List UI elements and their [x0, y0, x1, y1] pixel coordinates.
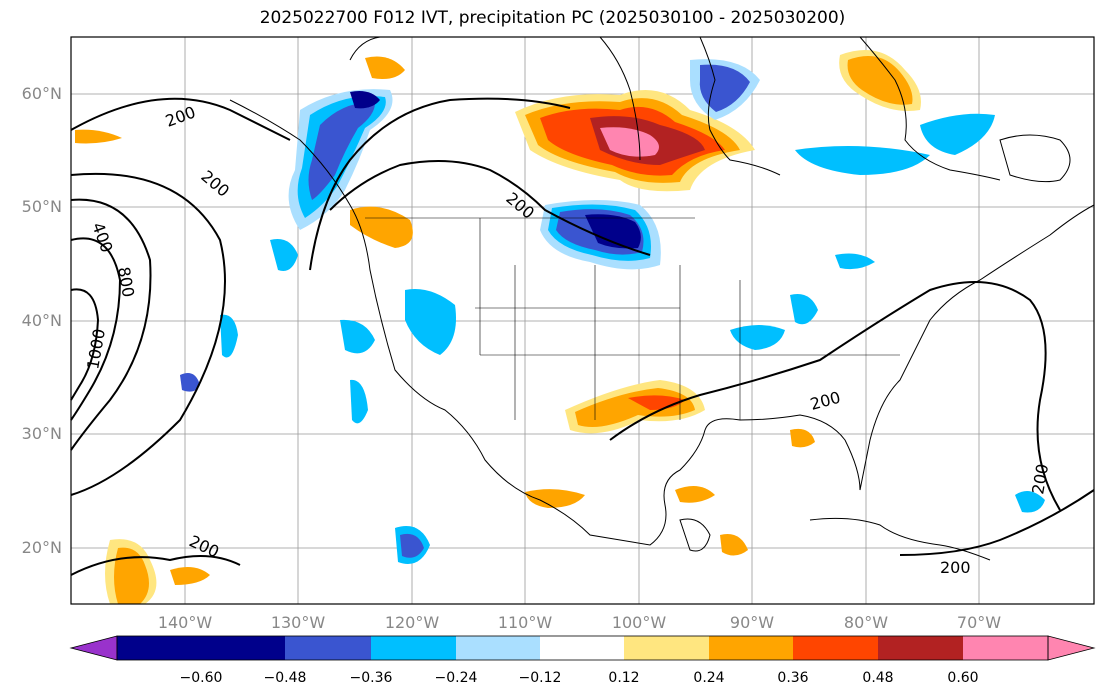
- lon-label: 140°W: [158, 613, 213, 632]
- colorbar-segment: [371, 636, 456, 660]
- colorbar-tick-label: −0.60: [180, 670, 223, 686]
- lon-label: 120°W: [385, 613, 440, 632]
- colorbar-segment: [709, 636, 793, 660]
- colorbar-segment: [456, 636, 540, 660]
- lat-label: 40°N: [22, 311, 62, 330]
- lon-label: 110°W: [498, 613, 553, 632]
- ivt-contours: [70, 97, 1095, 576]
- lon-label: 80°W: [844, 613, 888, 632]
- colorbar-segment: [878, 636, 963, 660]
- lon-label: 90°W: [730, 613, 774, 632]
- colorbar-tick-label: −0.36: [350, 670, 393, 686]
- lat-label: 60°N: [22, 84, 62, 103]
- colorbar-segment: [117, 636, 201, 660]
- colorbar-segment: [285, 636, 371, 660]
- precip-fills: [75, 50, 1045, 604]
- colorbar-min-arrow: [69, 635, 118, 661]
- map-title: 2025022700 F012 IVT, precipitation PC (2…: [259, 8, 846, 28]
- map-panel: 200 200 200 400 800 1000 200 200 200 200: [70, 36, 1095, 605]
- lon-labels: 140°W 130°W 120°W 110°W 100°W 90°W 80°W …: [158, 613, 1001, 632]
- colorbar-tick-label: −0.48: [264, 670, 307, 686]
- colorbar-segment: [793, 636, 878, 660]
- colorbar-max-arrow: [1047, 635, 1096, 661]
- colorbar-tick-label: 0.36: [777, 670, 808, 686]
- colorbar-tick-label: 0.48: [862, 670, 893, 686]
- colorbar-segment: [201, 636, 285, 660]
- contour-label: 200: [940, 558, 971, 577]
- colorbar-ticks: −0.60 −0.48 −0.36 −0.24 −0.12 0.12 0.24 …: [180, 670, 979, 686]
- coastlines: [229, 36, 1095, 561]
- colorbar-segment: [963, 636, 1048, 660]
- lon-label: 130°W: [271, 613, 326, 632]
- lon-label: 100°W: [612, 613, 667, 632]
- colorbar: −0.60 −0.48 −0.36 −0.24 −0.12 0.12 0.24 …: [69, 635, 1096, 686]
- colorbar-tick-label: 0.60: [947, 670, 978, 686]
- colorbar-segment: [540, 636, 624, 660]
- lon-label: 70°W: [957, 613, 1001, 632]
- colorbar-tick-label: 0.12: [608, 670, 639, 686]
- colorbar-segment: [624, 636, 709, 660]
- lat-label: 50°N: [22, 197, 62, 216]
- colorbar-tick-label: −0.24: [435, 670, 478, 686]
- colorbar-tick-label: 0.24: [693, 670, 724, 686]
- colorbar-tick-label: −0.12: [519, 670, 562, 686]
- lat-labels: 60°N 50°N 40°N 30°N 20°N: [22, 84, 62, 557]
- lat-label: 30°N: [22, 424, 62, 443]
- political-borders: [365, 217, 900, 420]
- lat-label: 20°N: [22, 538, 62, 557]
